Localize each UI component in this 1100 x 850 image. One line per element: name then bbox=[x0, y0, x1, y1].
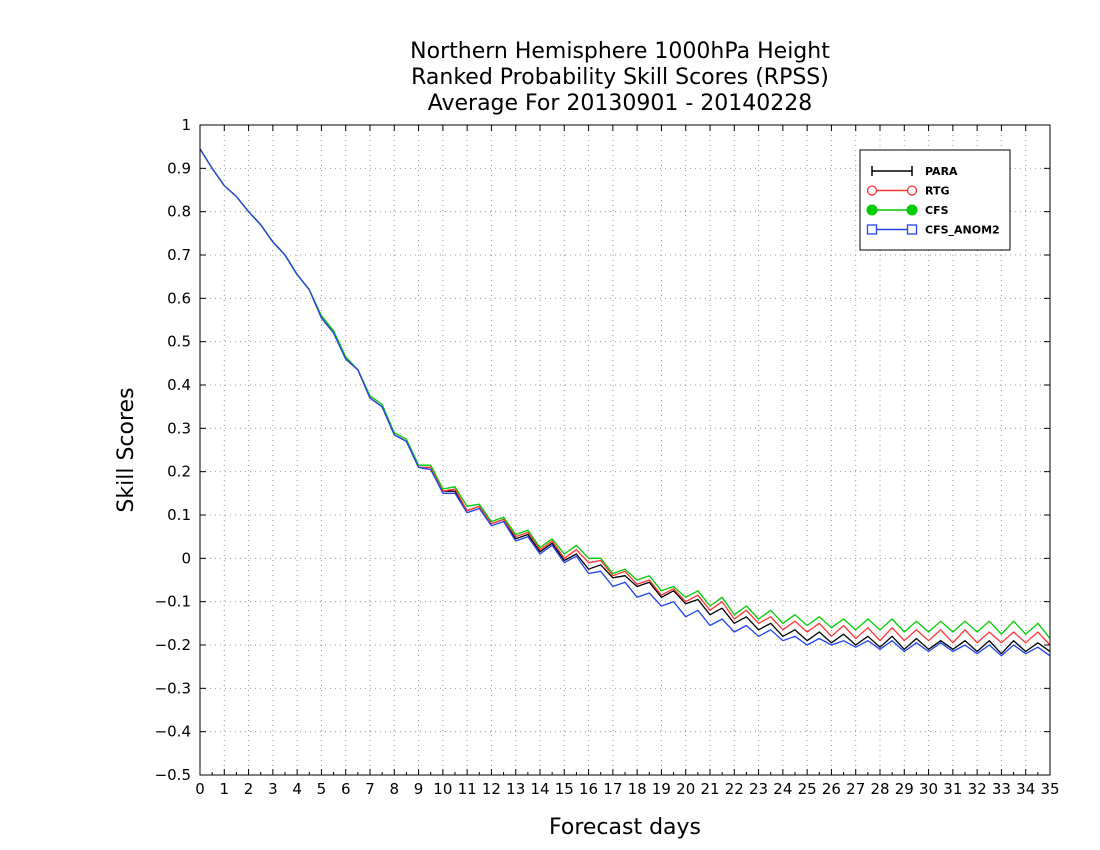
x-tick-label: 17 bbox=[603, 780, 622, 798]
y-axis-ticks: −0.5 −0.4 −0.3 −0.2 −0.1 0 0.1 0.2 0.3 0.4 0.5 0.6 0… bbox=[155, 116, 1050, 784]
x-tick-label: 20 bbox=[676, 780, 695, 798]
x-tick-label: 13 bbox=[506, 780, 525, 798]
y-tick-label: −0.4 bbox=[155, 723, 191, 741]
y-tick-label: −0.5 bbox=[155, 766, 191, 784]
y-tick-label: 0.7 bbox=[167, 246, 191, 264]
x-tick-label: 28 bbox=[870, 780, 889, 798]
x-tick-label: 30 bbox=[919, 780, 938, 798]
x-tick-label: 32 bbox=[968, 780, 987, 798]
legend-marker-dot bbox=[906, 204, 918, 216]
x-tick-label: 4 bbox=[292, 780, 302, 798]
legend-marker-square bbox=[906, 224, 918, 235]
legend: PARA RTG CFS CFS_ANOM2 bbox=[859, 149, 1011, 251]
x-tick-label: 31 bbox=[943, 780, 962, 798]
x-tick-label: 27 bbox=[846, 780, 865, 798]
chart-title-line-2: Ranked Probability Skill Scores (RPSS) bbox=[411, 65, 829, 90]
legend-label: CFS_ANOM2 bbox=[925, 224, 1000, 237]
legend-box bbox=[859, 149, 1011, 251]
y-tick-label: −0.1 bbox=[155, 593, 191, 611]
x-tick-label: 33 bbox=[992, 780, 1011, 798]
series-lines bbox=[199, 148, 1051, 657]
y-tick-label: 0.9 bbox=[167, 159, 191, 177]
legend-label: CFS bbox=[925, 204, 949, 217]
y-tick-label: 0.4 bbox=[167, 376, 191, 394]
legend-entry-cfs-anom2: CFS_ANOM2 bbox=[866, 224, 1000, 237]
x-tick-label: 29 bbox=[895, 780, 914, 798]
y-tick-label: 0.8 bbox=[167, 203, 191, 221]
y-tick-label: 0.2 bbox=[167, 463, 191, 481]
y-tick-label: 0.3 bbox=[167, 419, 191, 437]
y-tick-label: 0 bbox=[181, 549, 191, 567]
x-tick-label: 22 bbox=[725, 780, 744, 798]
x-tick-label: 3 bbox=[268, 780, 278, 798]
x-tick-label: 18 bbox=[628, 780, 647, 798]
x-tick-label: 14 bbox=[530, 780, 549, 798]
y-tick-label: 0.6 bbox=[167, 289, 191, 307]
legend-entry-cfs: CFS bbox=[866, 204, 949, 217]
x-tick-label: 19 bbox=[652, 780, 671, 798]
x-tick-label: 12 bbox=[482, 780, 501, 798]
series-line-cfs-anom2 bbox=[199, 148, 1051, 657]
y-tick-label: 0.1 bbox=[167, 506, 191, 524]
y-tick-label: 1 bbox=[181, 116, 191, 134]
x-tick-label: 6 bbox=[341, 780, 351, 798]
x-tick-label: 35 bbox=[1040, 780, 1059, 798]
y-tick-label: −0.2 bbox=[155, 636, 191, 654]
x-axis-label: Forecast days bbox=[549, 815, 701, 840]
x-tick-label: 34 bbox=[1016, 780, 1035, 798]
series-line-cfs bbox=[199, 148, 1051, 639]
grid-lines bbox=[200, 125, 1050, 775]
x-tick-label: 15 bbox=[555, 780, 574, 798]
chart-title-line-3: Average For 20130901 - 20140228 bbox=[428, 91, 813, 116]
chart-title: Northern Hemisphere 1000hPa Height Ranke… bbox=[410, 39, 830, 116]
legend-label: RTG bbox=[925, 185, 950, 198]
x-tick-label: 8 bbox=[390, 780, 400, 798]
chart-title-line-1: Northern Hemisphere 1000hPa Height bbox=[410, 39, 830, 64]
legend-marker-circle bbox=[866, 185, 878, 196]
x-tick-label: 11 bbox=[458, 780, 477, 798]
legend-entry-para: PARA bbox=[871, 165, 958, 178]
x-tick-label: 10 bbox=[433, 780, 452, 798]
x-tick-label: 23 bbox=[749, 780, 768, 798]
legend-marker-circle bbox=[906, 185, 918, 196]
y-tick-label: 0.5 bbox=[167, 333, 191, 351]
legend-marker-dot bbox=[866, 204, 878, 216]
x-tick-label: 16 bbox=[579, 780, 598, 798]
x-tick-label: 5 bbox=[317, 780, 327, 798]
legend-label: PARA bbox=[925, 165, 958, 178]
x-axis-ticks: 0 1 2 3 4 5 6 7 8 9 10 11 12 13 14 15 16 17 18 19 20 21 22 23 24… bbox=[195, 125, 1060, 798]
x-tick-label: 0 bbox=[195, 780, 205, 798]
x-tick-label: 9 bbox=[414, 780, 424, 798]
x-tick-label: 24 bbox=[773, 780, 792, 798]
y-axis-label: Skill Scores bbox=[114, 387, 139, 512]
x-tick-label: 26 bbox=[822, 780, 841, 798]
y-tick-label: −0.3 bbox=[155, 679, 191, 697]
x-tick-label: 1 bbox=[220, 780, 230, 798]
x-tick-label: 25 bbox=[798, 780, 817, 798]
legend-marker-square bbox=[866, 224, 878, 235]
x-tick-label: 21 bbox=[700, 780, 719, 798]
x-tick-label: 2 bbox=[244, 780, 254, 798]
legend-entry-rtg: RTG bbox=[866, 185, 950, 198]
x-tick-label: 7 bbox=[365, 780, 375, 798]
